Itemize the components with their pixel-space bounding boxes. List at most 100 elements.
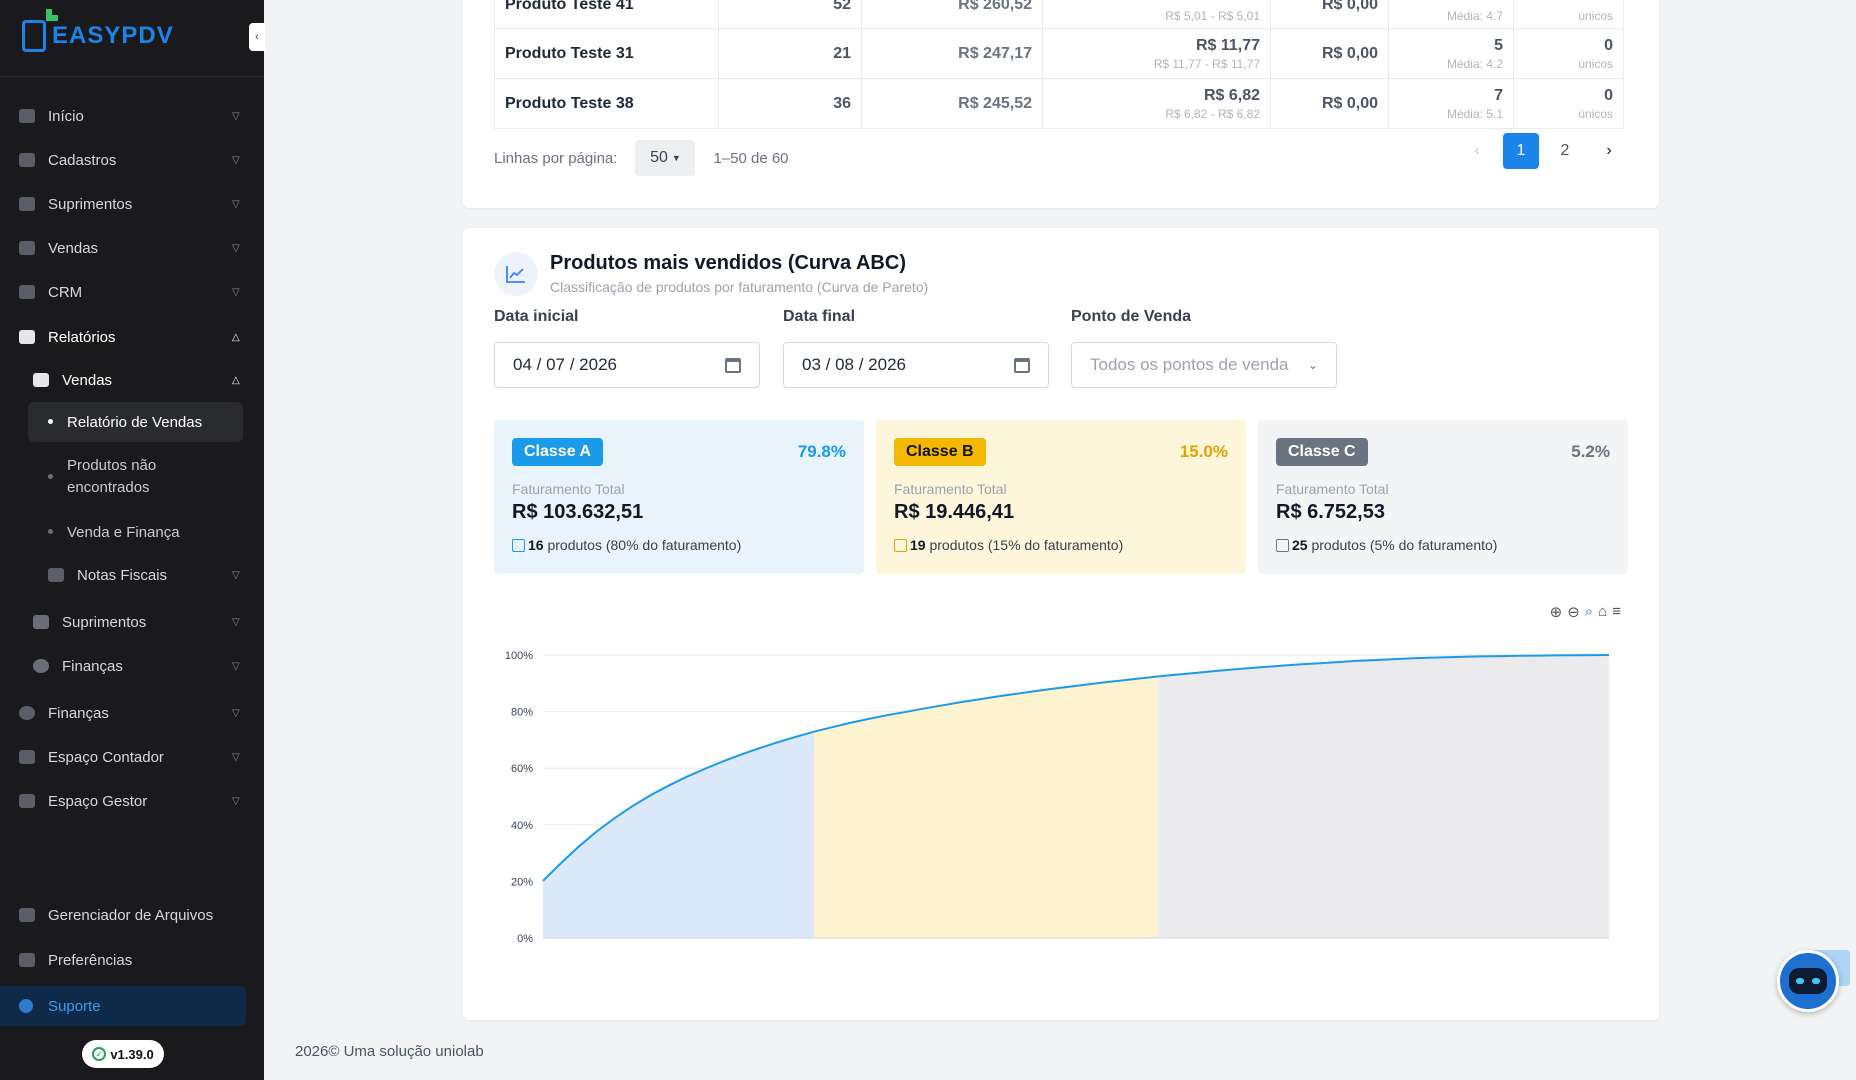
calculator-icon bbox=[33, 373, 49, 387]
product-unique-label: únicos bbox=[1578, 56, 1613, 71]
sidebar-item-label: Notas Fiscais bbox=[77, 566, 168, 584]
page-button-1[interactable]: 1 bbox=[1503, 133, 1539, 169]
sidebar-item-financas[interactable]: Finanças ▽ bbox=[0, 693, 264, 733]
brand-logo[interactable]: EASYPDV bbox=[22, 15, 174, 52]
box-icon bbox=[19, 197, 35, 211]
product-discount: R$ 0,00 bbox=[1270, 0, 1389, 29]
zoom-in-icon[interactable]: ⊕ bbox=[1549, 604, 1563, 621]
home-icon bbox=[19, 109, 35, 123]
product-unique: 0 bbox=[1604, 36, 1613, 54]
sidebar-item-inicio[interactable]: Início ▽ bbox=[0, 96, 264, 136]
box-icon bbox=[512, 539, 525, 552]
sidebar-item-suporte[interactable]: Suporte bbox=[0, 986, 246, 1026]
help-icon bbox=[19, 999, 33, 1013]
product-qty: 21 bbox=[718, 28, 862, 79]
sidebar-item-suprimentos[interactable]: Suprimentos ▽ bbox=[0, 184, 264, 224]
abc-curve-card: Produtos mais vendidos (Curva ABC) Class… bbox=[463, 228, 1659, 1020]
sidebar: EASYPDV ‹ Início ▽ Cadastros ▽ Supriment… bbox=[0, 0, 265, 1080]
table-row[interactable]: Produto Teste 31 21 R$ 247,17 R$ 11,77 R… bbox=[494, 28, 1624, 79]
sidebar-item-label: Preferências bbox=[48, 951, 133, 969]
sidebar-item-espaco-contador[interactable]: Espaço Contador ▽ bbox=[0, 737, 264, 777]
zoom-out-icon[interactable]: ⊖ bbox=[1567, 604, 1580, 621]
sidebar-item-cadastros[interactable]: Cadastros ▽ bbox=[0, 140, 264, 180]
pagination: ‹ 1 2 › bbox=[1459, 133, 1627, 169]
next-page-button[interactable]: › bbox=[1606, 142, 1612, 159]
sidebar-item-relatorios-vendas[interactable]: Vendas △ bbox=[0, 360, 264, 400]
dollar-icon bbox=[19, 706, 35, 720]
prev-page-button[interactable]: ‹ bbox=[1474, 142, 1480, 159]
sidebar-item-vendas[interactable]: Vendas ▽ bbox=[0, 228, 264, 268]
table-row[interactable]: Produto Teste 38 36 R$ 245,52 R$ 6,82 R$… bbox=[494, 78, 1624, 129]
class-c-percent: 5.2% bbox=[1571, 442, 1610, 461]
class-a-count: 16 produtos (80% do faturamento) bbox=[512, 537, 741, 553]
y-tick-label: 0% bbox=[517, 933, 533, 945]
sidebar-item-gerenciador-arquivos[interactable]: Gerenciador de Arquivos bbox=[0, 895, 264, 935]
class-a-card: Classe A 79.8% Faturamento Total R$ 103.… bbox=[494, 420, 864, 574]
product-qty: 36 bbox=[718, 78, 862, 129]
class-a-count-text: produtos (80% do faturamento) bbox=[543, 537, 742, 553]
folder-icon bbox=[19, 908, 35, 922]
y-tick-label: 100% bbox=[505, 650, 533, 662]
robot-icon bbox=[1789, 968, 1827, 994]
id-card-icon bbox=[19, 153, 35, 167]
sidebar-leaf-label[interactable]: Relatório de Vendas bbox=[67, 414, 203, 431]
collapse-sidebar-button[interactable]: ‹ bbox=[249, 23, 265, 51]
class-c-card: Classe C 5.2% Faturamento Total R$ 6.752… bbox=[1258, 420, 1628, 574]
user-gear-icon bbox=[19, 794, 35, 808]
product-total: R$ 260,52 bbox=[861, 0, 1043, 29]
trend-icon bbox=[494, 252, 538, 296]
chatbot-button[interactable] bbox=[1777, 950, 1839, 1012]
pdv-label: Ponto de Venda bbox=[1071, 308, 1192, 325]
end-date-input[interactable]: 03 / 08 / 2026 bbox=[783, 342, 1049, 388]
product-price-range: R$ 11,77 - R$ 11,77 bbox=[1153, 56, 1260, 71]
sidebar-item-espaco-gestor[interactable]: Espaço Gestor ▽ bbox=[0, 781, 264, 821]
version-label: v1.39.0 bbox=[110, 1046, 154, 1062]
start-date-input[interactable]: 04 / 07 / 2026 bbox=[494, 342, 760, 388]
pareto-chart: ⊕ ⊖ ⌕ ⌂ ≡ 0% 20% 40% 60% 80% 100% bbox=[493, 603, 1633, 1003]
calendar-icon[interactable] bbox=[1014, 357, 1030, 373]
start-date-value: 04 / 07 / 2026 bbox=[513, 355, 617, 374]
cumulative-line bbox=[542, 654, 1610, 882]
sidebar-item-rel-financas[interactable]: Finanças ▽ bbox=[0, 646, 264, 686]
menu-icon[interactable]: ≡ bbox=[1612, 603, 1621, 620]
class-b-value: R$ 19.446,41 bbox=[894, 501, 1015, 523]
sidebar-item-crm[interactable]: CRM ▽ bbox=[0, 272, 264, 312]
page-button-2[interactable]: 2 bbox=[1560, 142, 1570, 159]
sidebar-item-produtos-nao-encontrados[interactable]: Produtos não bbox=[67, 457, 157, 474]
sidebar-item-relatorios[interactable]: Relatórios △ bbox=[0, 317, 264, 357]
product-price: R$ 6,82 bbox=[1203, 86, 1260, 104]
sidebar-item-relatorio-de-vendas[interactable] bbox=[28, 402, 243, 442]
sidebar-item-rel-suprimentos[interactable]: Suprimentos ▽ bbox=[0, 602, 264, 642]
sidebar-item-produtos-nao-encontrados-line2[interactable]: encontrados bbox=[67, 479, 150, 496]
chevron-down-icon: ▽ bbox=[232, 110, 240, 122]
product-price-range: R$ 5,01 - R$ 5,01 bbox=[1165, 9, 1260, 23]
magnifier-icon[interactable]: ⌕ bbox=[1584, 603, 1594, 620]
chevron-down-icon: ▽ bbox=[232, 751, 240, 763]
sidebar-item-label: Relatórios bbox=[48, 328, 116, 346]
box-icon bbox=[1276, 539, 1289, 552]
abc-subtitle: Classificação de produtos por faturament… bbox=[550, 279, 929, 295]
box-icon bbox=[33, 615, 49, 629]
class-b-badge: Classe B bbox=[894, 438, 986, 466]
pdv-icon bbox=[22, 15, 52, 52]
class-b-region bbox=[814, 676, 1158, 938]
chevron-down-icon: ▽ bbox=[232, 569, 240, 581]
product-price: R$ 11,77 bbox=[1195, 36, 1260, 54]
bullet-icon bbox=[48, 474, 53, 479]
sidebar-item-venda-e-financa[interactable]: Venda e Finança bbox=[67, 524, 180, 541]
table-row[interactable]: Produto Teste 41 52 R$ 260,52 R$ 5,01 - … bbox=[494, 0, 1624, 29]
pdv-select[interactable]: Todos os pontos de venda ⌄ bbox=[1071, 342, 1337, 388]
version-badge: ✓ v1.39.0 bbox=[82, 1040, 164, 1068]
product-name: Produto Teste 38 bbox=[494, 78, 719, 129]
chevron-down-icon: ▽ bbox=[232, 707, 240, 719]
calendar-icon[interactable] bbox=[725, 357, 741, 373]
sidebar-item-preferencias[interactable]: Preferências bbox=[0, 940, 264, 980]
class-b-card: Classe B 15.0% Faturamento Total R$ 19.4… bbox=[876, 420, 1246, 574]
rows-per-page-value: 50 bbox=[650, 149, 668, 166]
class-c-badge: Classe C bbox=[1276, 438, 1368, 466]
sidebar-item-notas-fiscais[interactable]: Notas Fiscais ▽ bbox=[0, 555, 264, 595]
class-a-percent: 79.8% bbox=[797, 442, 846, 461]
home-icon[interactable]: ⌂ bbox=[1598, 603, 1608, 620]
rows-per-page-select[interactable]: 50 ▼ bbox=[635, 140, 696, 176]
